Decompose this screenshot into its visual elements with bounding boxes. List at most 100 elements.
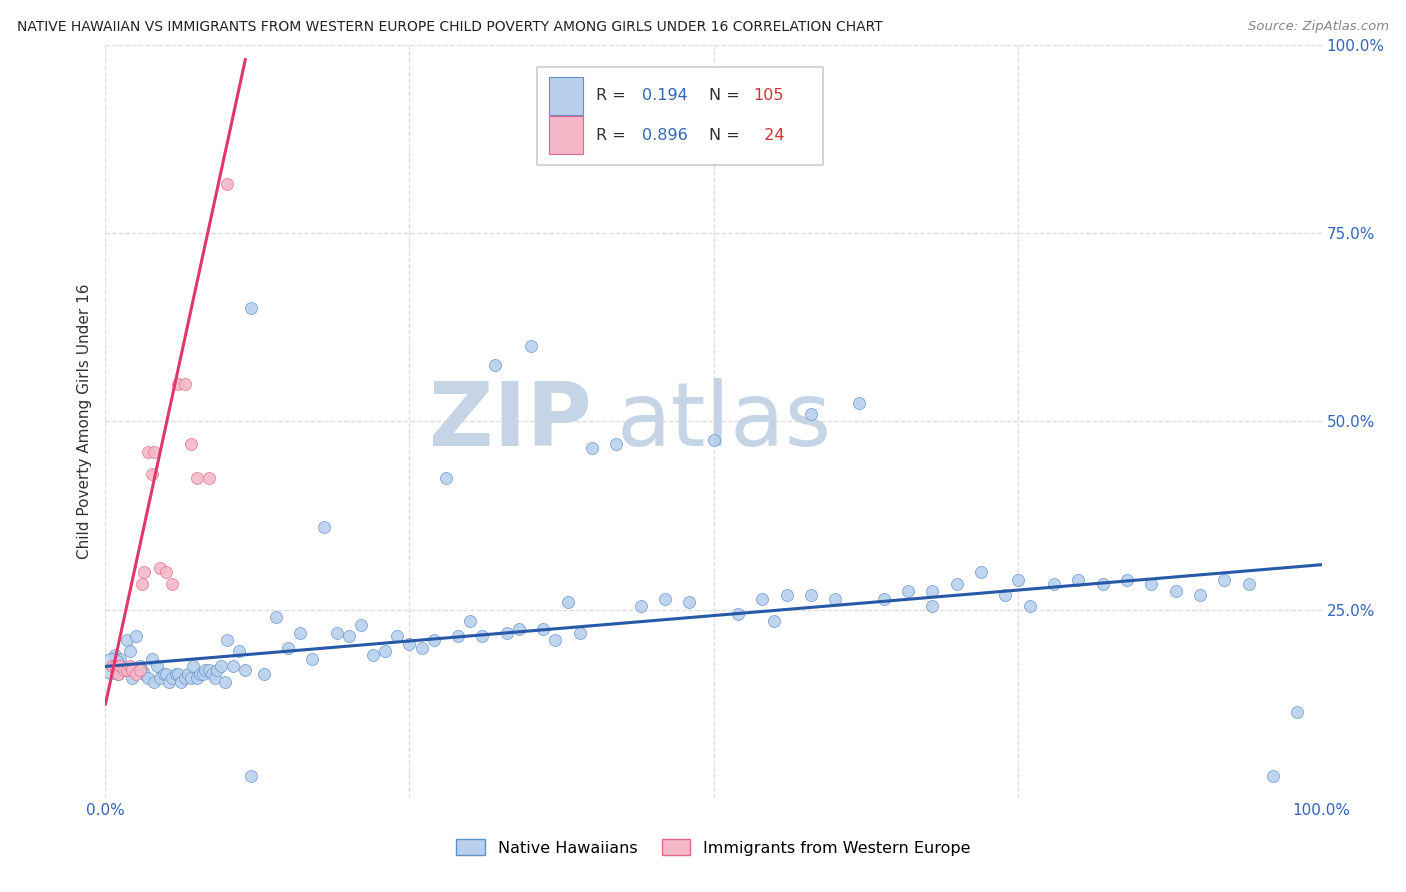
Point (678, 595, 700, 609)
Point (112, 663, 135, 677)
Text: ZIP: ZIP (429, 378, 592, 465)
Point (125, 667, 148, 681)
Point (1286, 705, 1309, 719)
Point (775, 588, 797, 602)
Point (207, 663, 229, 677)
Point (104, 648, 127, 662)
Point (222, 659, 245, 673)
Point (209, 659, 232, 673)
Point (149, 671, 172, 685)
Point (1043, 576, 1066, 591)
Point (128, 659, 150, 673)
Point (155, 667, 177, 681)
Point (233, 663, 256, 677)
Point (727, 607, 749, 621)
Point (751, 591, 773, 606)
Text: 0.194: 0.194 (641, 88, 688, 103)
Point (173, 671, 195, 685)
Point (121, 671, 143, 685)
Point (970, 566, 993, 580)
Point (1164, 584, 1187, 599)
Point (1261, 769, 1284, 783)
Point (177, 667, 200, 681)
Point (484, 358, 506, 372)
Point (217, 633, 239, 648)
Point (128, 663, 150, 677)
Point (167, 376, 190, 391)
Point (170, 674, 193, 689)
Point (188, 667, 211, 681)
Point (228, 644, 250, 658)
Point (204, 671, 226, 685)
Point (374, 644, 396, 658)
Point (112, 663, 135, 677)
Point (155, 566, 177, 580)
Point (897, 584, 920, 599)
Point (361, 648, 384, 662)
Bar (550, 77, 583, 115)
Point (108, 652, 131, 666)
Point (520, 339, 543, 353)
Point (121, 663, 143, 677)
Point (568, 625, 591, 640)
Text: R =: R = (596, 128, 630, 143)
Point (198, 471, 221, 485)
Point (495, 625, 517, 640)
Point (180, 437, 202, 451)
Point (544, 633, 567, 648)
Point (277, 640, 299, 655)
Point (131, 663, 153, 677)
Point (423, 633, 446, 648)
Text: 105: 105 (754, 88, 785, 103)
Point (180, 671, 202, 685)
Point (191, 667, 214, 681)
Text: R =: R = (596, 88, 630, 103)
Point (325, 625, 347, 640)
Point (240, 301, 263, 316)
Point (104, 659, 127, 673)
Point (136, 444, 159, 458)
Point (162, 671, 184, 685)
Point (107, 667, 129, 681)
Legend: Native Hawaiians, Immigrants from Western Europe: Native Hawaiians, Immigrants from Wester… (450, 833, 977, 862)
Text: 24: 24 (754, 128, 785, 143)
Point (288, 625, 311, 640)
Point (181, 659, 204, 673)
Point (118, 644, 141, 658)
Point (350, 618, 373, 632)
Text: atlas: atlas (616, 378, 831, 465)
Point (945, 576, 967, 591)
Point (134, 566, 156, 580)
Point (143, 444, 166, 458)
Bar (550, 116, 583, 154)
Point (153, 667, 176, 681)
Point (214, 674, 236, 689)
Point (1116, 573, 1139, 587)
Point (107, 667, 129, 681)
Point (337, 629, 360, 643)
Point (458, 614, 481, 628)
Point (100, 659, 122, 673)
Point (447, 629, 470, 643)
Point (508, 622, 530, 636)
Y-axis label: Child Poverty Among Girls Under 16: Child Poverty Among Girls Under 16 (77, 284, 93, 559)
Point (800, 407, 823, 421)
Point (240, 769, 263, 783)
Point (1237, 576, 1260, 591)
Point (264, 610, 287, 624)
Point (763, 614, 786, 628)
Point (630, 599, 652, 614)
Point (149, 561, 172, 575)
Point (201, 667, 224, 681)
Point (125, 629, 148, 643)
Point (118, 659, 141, 673)
Text: Source: ZipAtlas.com: Source: ZipAtlas.com (1249, 20, 1389, 33)
Point (1018, 599, 1040, 614)
Point (873, 591, 896, 606)
Point (557, 595, 579, 609)
Point (252, 667, 274, 681)
Point (531, 622, 554, 636)
Point (194, 663, 217, 677)
Point (1213, 573, 1236, 587)
Point (434, 471, 457, 485)
